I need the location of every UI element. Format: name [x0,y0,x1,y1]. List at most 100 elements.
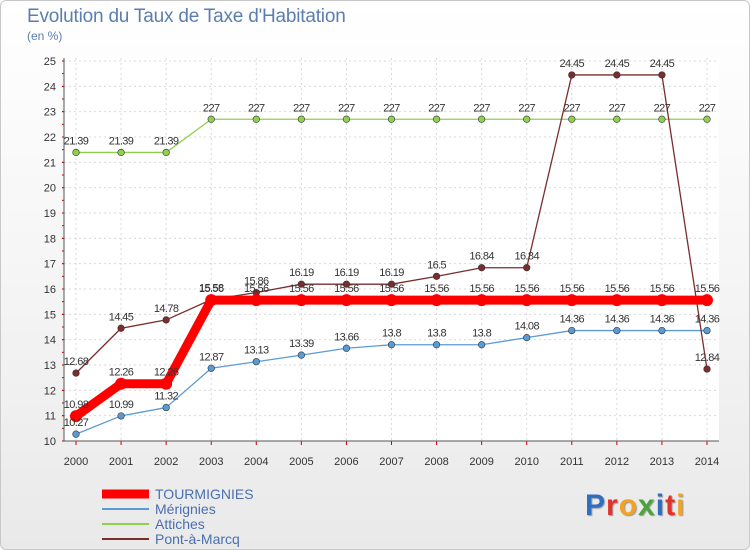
y-tick-label: 16 [44,284,56,296]
logo-letter: i [655,489,666,522]
data-label: 12.87 [199,351,224,363]
data-label: 14.45 [109,311,134,323]
data-point [613,115,621,123]
y-tick-label: 17 [44,259,56,271]
proxiti-logo: Proxiti [585,489,685,523]
data-point [252,115,260,123]
data-point [520,294,533,307]
data-point [117,412,125,420]
data-point [72,369,80,377]
x-tick-label: 2002 [154,456,178,468]
x-tick-label: 2014 [695,456,719,468]
x-tick-label: 2004 [244,456,268,468]
data-label: 10.27 [64,417,89,429]
x-tick-label: 2007 [379,456,403,468]
series [70,71,713,438]
data-point [252,358,260,366]
logo-letter: o [618,489,639,522]
y-tick-label: 11 [45,411,56,423]
data-label: 12.68 [64,356,89,368]
y-tick-label: 22 [44,132,56,144]
y-tick-label: 19 [44,208,56,220]
legend-label: Mérignies [155,501,216,517]
logo-letter: t [665,489,677,522]
x-tick-label: 2012 [605,456,629,468]
x-tick-label: 2003 [199,456,223,468]
data-point [568,326,576,335]
data-point [655,294,668,307]
data-point [340,294,353,307]
axes: 10 11 12 13 14 15 16 17 18 19 20 21 22 23 24 25 2000 2001… [44,56,719,468]
data-point [658,115,666,123]
chart-title: Evolution du Taux de Taxe d'Habitation [27,6,346,27]
data-point [295,294,308,307]
data-point [205,294,218,307]
data-point [701,294,713,307]
data-point [523,264,531,272]
data-label: 13.8 [472,328,491,340]
data-label: 16.19 [334,267,359,279]
x-tick-label: 2000 [64,456,88,468]
data-label: 13.39 [289,338,314,350]
x-tick-label: 2010 [514,456,538,468]
data-label: 227 [383,102,400,114]
logo-letter: r [606,489,619,522]
x-tick-label: 2006 [334,456,358,468]
y-tick-label: 25 [44,56,56,68]
y-tick-label: 12 [44,385,56,397]
data-point [478,341,486,349]
data-label: 16.84 [514,251,539,263]
data-labels: 21.39 21.39 21.39 227 227 227 227 227 227 227 227 2… [64,58,721,429]
data-point [342,115,351,123]
data-point [658,326,666,335]
data-point [703,115,711,123]
data-point [432,272,441,280]
data-point [565,294,578,307]
data-point [613,71,621,79]
legend-label: TOURMIGNIES [155,486,254,502]
data-point [568,71,576,79]
x-tick-label: 2008 [424,456,448,468]
data-point [387,341,396,349]
data-point [297,351,305,359]
data-label: 15.56 [379,283,404,295]
data-label: 15.56 [605,283,630,295]
data-point [432,115,441,123]
data-label: 227 [428,102,445,114]
data-point [297,115,305,123]
y-tick-label: 20 [44,183,56,195]
y-tick-label: 14 [44,335,56,347]
data-label: 16.19 [379,267,404,279]
data-point [387,115,396,123]
data-label: 13.66 [334,331,359,343]
data-label: 227 [338,102,355,114]
data-label: 21.39 [64,135,89,147]
data-label: 15.56 [199,283,224,295]
data-point [162,148,170,157]
y-tick-label: 13 [44,360,56,372]
y-tick-label: 24 [44,81,56,93]
data-label: 12.84 [695,352,720,364]
data-label: 12.26 [109,367,134,379]
data-label: 14.36 [605,314,630,326]
data-point [162,316,170,324]
data-label: 15.56 [244,283,269,295]
logo-letter: i [676,489,686,522]
y-tick-label: 21 [44,157,56,169]
data-point [523,334,531,342]
x-tick-label: 2013 [650,456,674,468]
data-label: 16.84 [469,251,494,263]
data-label: 15.56 [650,283,675,295]
data-point [162,403,170,412]
data-point [385,294,398,307]
data-label: 14.36 [560,314,585,326]
data-label: 227 [699,102,716,114]
y-tick-label: 18 [44,233,56,245]
data-label: 14.78 [154,303,179,315]
data-point [207,115,215,123]
data-point [115,377,128,390]
data-label: 24.45 [650,58,675,70]
data-label: 16.19 [289,267,314,279]
data-label: 13.13 [244,345,269,357]
